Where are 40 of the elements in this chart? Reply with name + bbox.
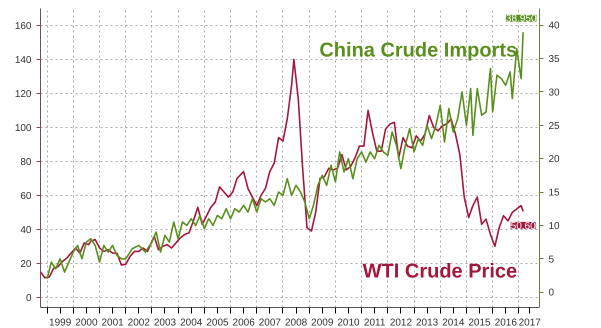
x-tick-label: 2005 [206,318,230,328]
y2-tick-label: 10 [548,220,560,232]
x-tick-label: 2001 [101,318,124,328]
y2-tick-label: 35 [548,54,560,66]
data-label: 38.950 [506,14,537,25]
y2-tick-label: 5 [548,254,554,266]
x-tick-label: 2017 [518,318,542,328]
y2-tick-label: 30 [548,87,560,98]
y-tick-label: 120 [14,88,32,100]
x-tick-label: 2007 [258,318,282,328]
y2-tick-label: 0 [548,288,554,299]
x-tick-label: 1999 [49,318,72,328]
y-tick-label: 100 [14,122,32,134]
y-tick-label: 40 [20,224,32,236]
x-tick-label: 2011 [364,318,386,328]
x-tick-label: 2004 [180,318,203,328]
x-tick-label: 2008 [284,318,308,328]
y-tick-label: 80 [20,156,32,168]
x-tick-label: 2006 [232,318,256,328]
y-tick-label: 60 [20,190,32,202]
x-tick-label: 2012 [390,318,412,328]
y2-tick-label: 15 [548,188,560,199]
x-tick-label: 2016 [494,318,518,328]
x-tick-label: 2014 [442,318,465,328]
y-tick-label: 20 [20,258,32,270]
x-tick-label: 2002 [128,318,150,328]
x-tick-label: 2010 [337,318,360,328]
y2-tick-label: 25 [548,120,560,132]
x-tick-label: 2015 [468,318,492,328]
y2-tick-label: 40 [548,20,560,32]
y-tick-label: 160 [14,20,32,32]
x-tick-label: 2009 [311,318,334,328]
legend-label: China Crude Imports [319,39,518,62]
x-tick-label: 2003 [154,318,177,328]
x-tick-label: 2000 [75,318,98,328]
x-tick-label: 2013 [416,318,439,328]
y2-tick-label: 20 [548,154,560,166]
series-label: WTI Crude Price [362,260,518,283]
y-tick-label: 0 [26,292,32,304]
y-tick-label: 140 [14,54,32,66]
